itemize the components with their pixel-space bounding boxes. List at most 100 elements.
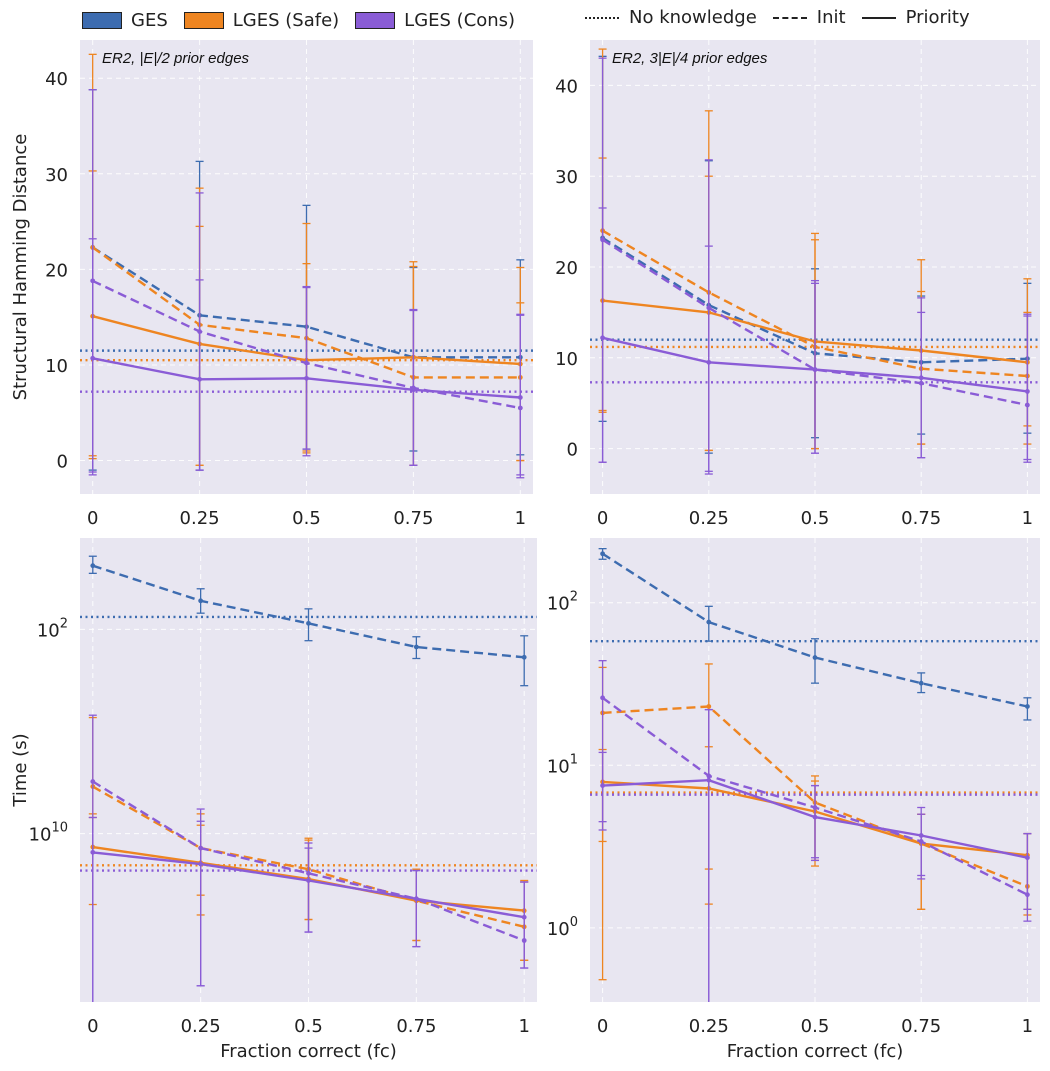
x-tick-label: 1 [1022, 508, 1033, 529]
data-point-lges-cons-priority [918, 375, 924, 381]
dashed-line-sample [772, 16, 807, 19]
y-tick-label: 30 [45, 165, 68, 186]
chart-title: ER2, |E|/2 prior edges [102, 50, 250, 67]
x-tick-label: 1 [1022, 1016, 1033, 1037]
legend-label-no-knowledge: No knowledge [629, 7, 757, 28]
y-tick-label: 10 [45, 356, 68, 377]
x-tick-label: 0.5 [801, 1016, 830, 1037]
x-tick-label: 0 [597, 1016, 608, 1037]
x-tick-label: 0 [87, 508, 98, 529]
x-tick-label: 0.5 [292, 508, 321, 529]
solid-line-sample [861, 16, 896, 19]
y-tick-label: 20 [555, 258, 578, 279]
lges-safe-swatch [183, 12, 224, 29]
x-tick-label: 0.25 [689, 508, 729, 529]
data-point-ges-init [306, 620, 311, 626]
legend-label-init: Init [816, 7, 846, 28]
data-point-lges-cons-priority [812, 814, 818, 820]
y-tick-label: 20 [45, 260, 68, 281]
x-axis-label: Fraction correct (fc) [727, 1041, 904, 1062]
data-point-lges-cons-priority [706, 777, 712, 783]
data-point-lges-cons-priority [517, 395, 523, 400]
x-tick-label: 0.75 [901, 1016, 941, 1037]
legend-item-ges: GES [82, 10, 168, 31]
data-point-lges-cons-priority [812, 367, 818, 373]
y-tick-exponent: 2 [60, 616, 68, 631]
series-line-ges-init [92, 246, 521, 359]
x-tick-label: 0.75 [396, 1016, 436, 1037]
data-point-lges-cons-priority [90, 849, 96, 855]
ges-swatch [82, 12, 122, 29]
series-line-lges-cons-init [601, 238, 1028, 407]
data-point-lges-cons-priority [413, 896, 419, 902]
y-tick-label: 100 [547, 915, 578, 940]
x-tick-label: 1 [518, 1016, 529, 1037]
x-tick-label: 0.5 [294, 1016, 323, 1037]
data-point-ges-init [521, 654, 527, 660]
legend-label-priority: Priority [905, 7, 970, 28]
x-tick-label: 0.25 [180, 508, 220, 529]
data-point-ges-init [706, 619, 712, 625]
x-tick-label: 0 [597, 508, 608, 529]
y-tick-exponent: 10 [51, 821, 68, 836]
data-point-lges-cons-init [600, 695, 605, 701]
data-point-ges-init [1025, 704, 1030, 709]
data-point-ges-init [198, 598, 204, 604]
series-line-lges-safe-init [602, 705, 1028, 888]
y-tick-exponent: 2 [570, 590, 578, 605]
legend-label-lges-safe: LGES (Safe) [232, 10, 340, 31]
legend-item-lges-cons: LGES (Cons) [355, 10, 515, 31]
y-tick-label: 102 [37, 616, 68, 641]
series-line-lges-cons-init [92, 780, 525, 942]
legend-item-init: Init [772, 7, 846, 28]
y-tick-label: 101 [547, 752, 578, 777]
data-point-ges-init [90, 563, 96, 569]
series-line-ges-init [92, 564, 525, 659]
y-tick-label: 40 [45, 69, 68, 90]
series-line-lges-safe-init [92, 785, 525, 928]
x-tick-label: 0.5 [801, 508, 830, 529]
y-tick-exponent: 1 [570, 752, 578, 767]
legend-label-lges-cons: LGES (Cons) [404, 10, 516, 31]
x-tick-label: 0.75 [901, 508, 941, 529]
dotted-line-sample [585, 16, 619, 19]
x-tick-label: 0.25 [181, 1016, 221, 1037]
y-tick-label: 1010 [29, 821, 68, 846]
data-point-lges-cons-priority [521, 914, 527, 920]
y-tick-label: 30 [555, 167, 578, 188]
data-point-lges-cons-priority [600, 335, 605, 341]
y-tick-label: 0 [57, 452, 68, 473]
lges-cons-swatch [355, 12, 396, 29]
data-point-ges-init [812, 655, 818, 660]
data-point-lges-cons-priority [706, 359, 712, 365]
plot-area [590, 538, 1040, 1002]
method-legend: GES LGES (Safe) LGES (Cons) [82, 10, 531, 31]
data-point-ges-init [918, 680, 924, 686]
data-point-lges-cons-priority [90, 355, 96, 361]
y-axis-label: Structural Hamming Distance [10, 134, 31, 401]
data-point-lges-cons-priority [1025, 855, 1030, 861]
data-point-lges-safe-init [706, 704, 712, 709]
legend-item-priority: Priority [861, 7, 970, 28]
data-point-ges-init [600, 551, 605, 557]
data-point-lges-cons-priority [918, 833, 924, 838]
data-point-lges-cons-priority [304, 375, 309, 381]
legend-label-ges: GES [131, 10, 168, 31]
legend-item-no-knowledge: No knowledge [585, 7, 757, 28]
data-point-lges-cons-priority [600, 783, 605, 788]
data-point-lges-cons-priority [197, 376, 202, 382]
y-tick-exponent: 0 [570, 915, 578, 930]
y-tick-label: 10 [555, 349, 578, 370]
y-tick-label: 40 [555, 76, 578, 97]
data-point-lges-cons-init [90, 779, 96, 784]
data-point-ges-init [413, 644, 419, 650]
y-axis-label: Time (s) [10, 733, 31, 807]
data-point-lges-cons-priority [1025, 388, 1030, 394]
x-tick-label: 1 [515, 508, 526, 529]
y-tick-label: 102 [547, 590, 578, 615]
